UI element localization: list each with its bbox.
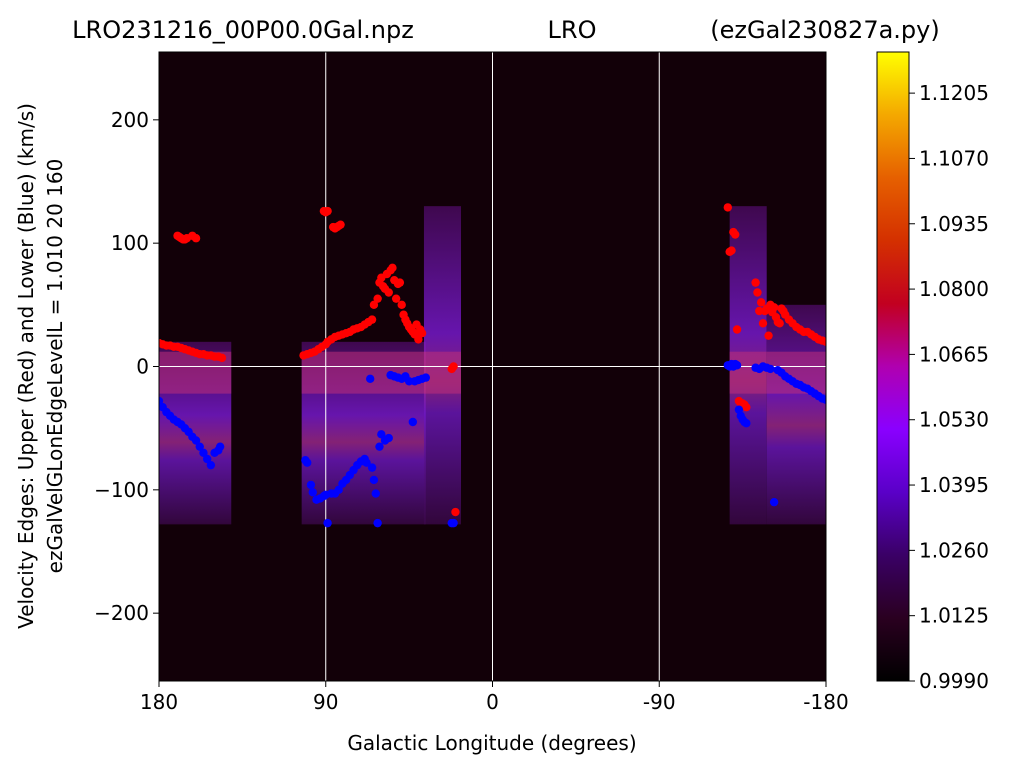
y-tick-label-4: −200: [94, 601, 149, 625]
colorbar-tick-label-7: 1.0935: [919, 212, 989, 236]
upper-edge-point-93: [742, 403, 751, 412]
colorbar-tick-label-4: 1.0530: [919, 408, 989, 432]
lower-edge-point-12: [199, 448, 208, 458]
x-tick-label-4: -180: [803, 690, 848, 714]
upper-edge-point-95: [753, 288, 762, 297]
lower-edge-point-57: [421, 373, 430, 382]
upper-edge-point-54: [369, 300, 379, 310]
upper-edge-point-25: [191, 234, 201, 243]
lower-edge-point-11: [195, 442, 204, 451]
lower-edge-point-13: [202, 454, 212, 464]
lower-edge-point-43: [375, 442, 384, 451]
lower-edge-point-53: [408, 417, 418, 427]
upper-edge-point-53: [336, 220, 345, 229]
colorbar-tick-label-8: 1.1070: [919, 146, 989, 170]
upper-edge-point-83: [723, 203, 733, 212]
y-tick-label-0: 200: [111, 108, 149, 132]
upper-edge-point-48: [323, 206, 332, 216]
y-axis-label-line2: ezGalVelGLonEdgeLevelL = 1.010 20 160: [43, 159, 67, 574]
title-center: LRO: [548, 16, 597, 44]
lower-edge-point-10: [191, 436, 201, 445]
x-axis-ticks: 180 90 0 -90 -180: [140, 681, 849, 714]
upper-edge-point-55: [373, 294, 382, 303]
upper-edge-point-121: [821, 337, 826, 347]
upper-edge-point-85: [727, 246, 736, 255]
lower-edge-point-42: [373, 518, 382, 528]
colorbar-tick-label-1: 1.0125: [919, 604, 989, 628]
lower-edge-point-37: [362, 458, 371, 467]
colorbar-tick-label-6: 1.0800: [919, 277, 989, 301]
lower-edge-point-40: [369, 475, 379, 485]
lower-edge-point-90: [821, 395, 826, 404]
y-tick-label-2: 0: [136, 355, 149, 379]
upper-edge-point-17: [217, 353, 227, 363]
lower-edge-point-39: [367, 463, 377, 472]
lower-edge-point-41: [371, 489, 380, 498]
upper-edge-point-81: [449, 362, 458, 371]
title-right: (ezGal230827a.py): [710, 16, 939, 44]
upper-edge-point-101: [764, 331, 773, 340]
x-tick-label-2: 0: [486, 690, 499, 714]
upper-edge-point-61: [384, 288, 393, 297]
lower-edge-point-26: [323, 518, 332, 528]
upper-edge-point-45: [367, 315, 377, 324]
lower-edge-point-76: [769, 497, 779, 507]
colorbar-tick-label-0: 0.9990: [919, 669, 989, 693]
upper-edge-point-63: [388, 263, 397, 273]
lower-edge-point-65: [732, 361, 742, 370]
x-axis-label: Galactic Longitude (degrees): [347, 731, 636, 755]
lower-edge-point-21: [308, 488, 317, 497]
colorbar-tick-label-2: 1.0260: [919, 538, 989, 562]
upper-edge-point-77: [414, 335, 423, 344]
upper-edge-point-79: [417, 329, 427, 338]
lower-edge-point-20: [306, 480, 316, 490]
colorbar: [876, 51, 910, 682]
upper-edge-point-98: [758, 319, 768, 328]
upper-edge-point-107: [775, 319, 784, 328]
x-tick-label-1: 90: [313, 690, 338, 714]
upper-edge-point-104: [769, 303, 779, 312]
upper-edge-point-97: [756, 298, 766, 307]
upper-edge-point-82: [451, 507, 460, 517]
y-axis-ticks: 200 100 0 −100 −200: [94, 108, 159, 625]
title-left: LRO231216_00P00.0Gal.npz: [72, 16, 414, 44]
y-tick-label-1: 100: [111, 231, 149, 255]
lower-edge-point-29: [334, 485, 343, 495]
grid: [159, 52, 826, 681]
upper-edge-point-67: [395, 278, 405, 287]
lower-edge-point-14: [206, 460, 216, 470]
y-axis-label-line1: Velocity Edges: Upper (Red) and Lower (B…: [14, 103, 38, 629]
x-tick-label-3: -90: [643, 690, 676, 714]
colorbar-tick-label-3: 1.0395: [919, 473, 989, 497]
y-tick-label-3: −100: [94, 478, 149, 502]
lower-edge-point-19: [303, 458, 312, 467]
upper-edge-point-87: [731, 230, 740, 239]
upper-edge-point-65: [391, 294, 401, 303]
colorbar-tick-label-5: 1.0665: [919, 342, 989, 366]
edge-points: [159, 203, 826, 528]
upper-edge-point-88: [732, 325, 742, 334]
lower-edge-point-44: [377, 430, 386, 439]
upper-edge-point-94: [751, 278, 760, 287]
colorbar-ticks: 0.9990 1.0125 1.0260 1.0395 1.0530 1.0665 1.08…: [909, 81, 989, 693]
lower-edge-point-59: [449, 518, 458, 528]
lower-edge-point-75: [766, 364, 775, 374]
lower-edge-point-70: [742, 419, 751, 428]
lower-edge-point-38: [366, 374, 375, 384]
x-tick-label-0: 180: [140, 690, 178, 714]
lower-edge-point-17: [215, 442, 225, 451]
heatmap-band-2: [423, 351, 462, 394]
upper-edge-point-68: [397, 300, 406, 310]
lower-edge-point-46: [384, 433, 393, 443]
colorbar-tick-label-9: 1.1205: [919, 81, 989, 105]
